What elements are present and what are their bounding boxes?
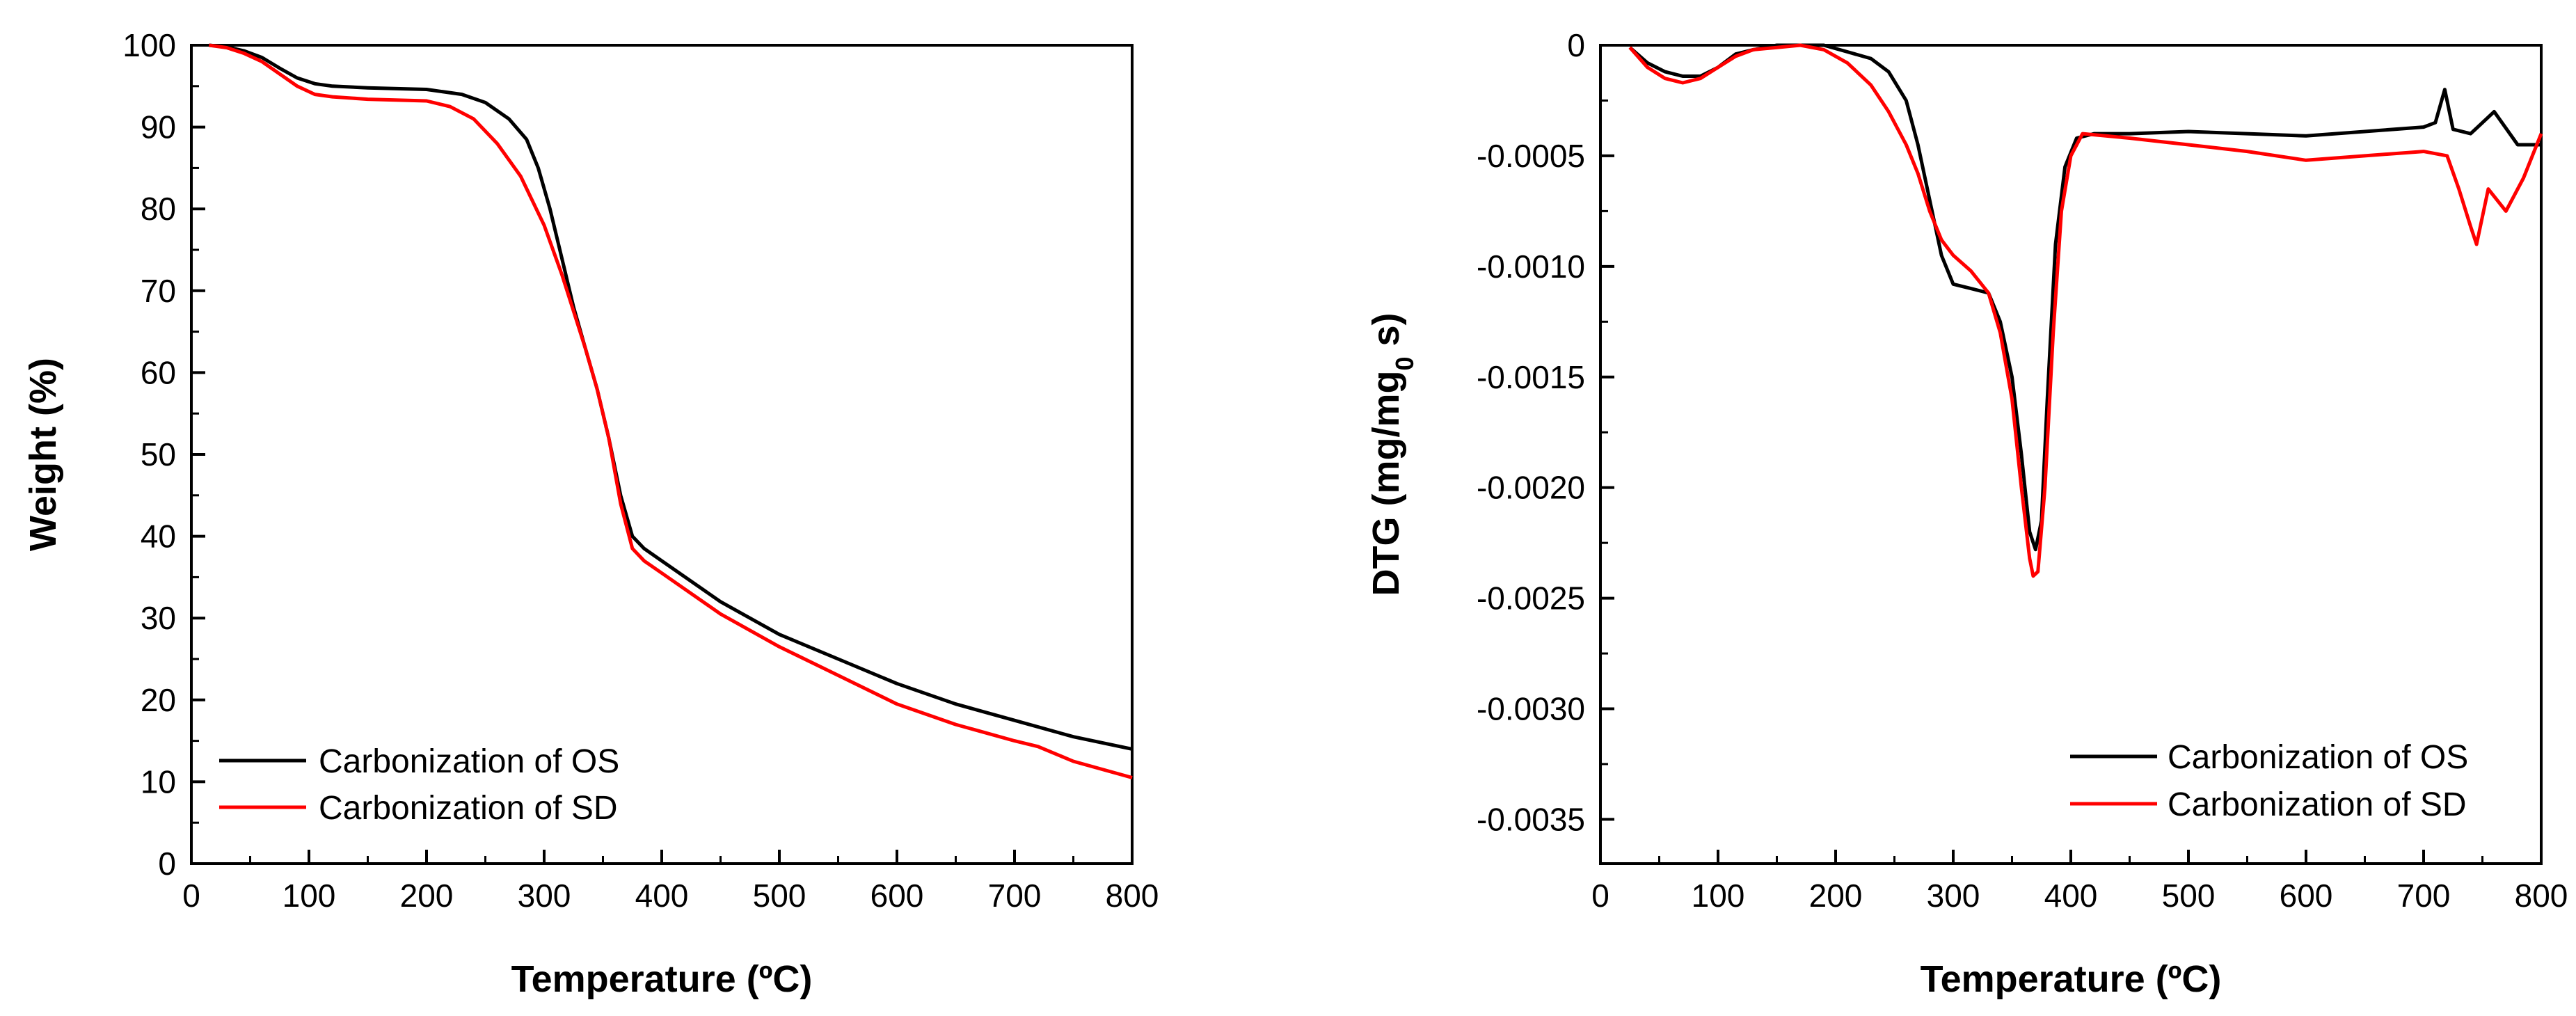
dtg-ticks xyxy=(1599,44,2543,864)
dtg-x-tick-label: 300 xyxy=(1927,878,1980,914)
tga-y-tick-label: 10 xyxy=(141,763,176,800)
dtg-chart: 0 100 200 300 400 500 600 700 800 0 -0.0005 -0.001… xyxy=(1365,27,2568,1000)
dtg-y-axis-title: DTG (mg/mg0 s) xyxy=(1365,312,1419,596)
dtg-x-tick-label: 800 xyxy=(2515,878,2568,914)
tga-legend-label-sd: Carbonization of SD xyxy=(319,790,618,827)
tga-chart: 0 100 200 300 400 500 600 700 800 0 10 20 30 40 50 60 7… xyxy=(22,27,1159,1000)
tga-y-tick-label: 50 xyxy=(141,436,176,473)
dtg-y-tick-label: -0.0015 xyxy=(1477,359,1585,395)
tga-y-tick-labels: 0 10 20 30 40 50 60 70 80 90 100 xyxy=(122,27,176,882)
dtg-legend-label-os: Carbonization of OS xyxy=(2168,739,2468,776)
tga-series xyxy=(209,43,1133,779)
tga-x-tick-label: 700 xyxy=(988,878,1042,914)
tga-legend-label-os: Carbonization of OS xyxy=(319,743,619,780)
tga-y-tick-label: 40 xyxy=(141,518,176,555)
tga-plot-frame xyxy=(190,44,1134,865)
dtg-y-tick-label: -0.0035 xyxy=(1477,801,1585,837)
dtg-y-tick-labels: 0 -0.0005 -0.0010 -0.0015 -0.0020 -0.0025 -0.0… xyxy=(1477,27,1585,837)
tga-x-tick-label: 600 xyxy=(870,878,924,914)
dtg-x-tick-label: 500 xyxy=(2162,878,2216,914)
tga-y-tick-label: 80 xyxy=(141,191,176,227)
dtg-y-tick-label: -0.0005 xyxy=(1477,138,1585,174)
dtg-series-line-sd xyxy=(1628,43,2543,578)
dtg-series xyxy=(1628,43,2543,578)
dtg-series-line-os xyxy=(1628,43,2541,552)
tga-y-tick-label: 70 xyxy=(141,273,176,309)
dtg-y-axis-title-end: s) xyxy=(1365,312,1407,356)
tga-x-tick-label: 300 xyxy=(518,878,571,914)
tga-x-tick-labels: 0 100 200 300 400 500 600 700 800 xyxy=(182,878,1159,914)
dtg-y-tick-label: -0.0020 xyxy=(1477,470,1585,506)
tga-x-tick-label: 500 xyxy=(753,878,806,914)
dtg-y-tick-label: -0.0010 xyxy=(1477,248,1585,285)
dtg-x-tick-label: 100 xyxy=(1692,878,1745,914)
dtg-y-tick-label: 0 xyxy=(1567,27,1585,63)
dtg-x-tick-label: 600 xyxy=(2280,878,2333,914)
dtg-x-tick-label: 700 xyxy=(2397,878,2451,914)
tga-y-axis-title: Weight (%) xyxy=(22,358,64,551)
dtg-y-axis-title-subscript: 0 xyxy=(1390,357,1419,371)
dtg-legend-label-sd: Carbonization of SD xyxy=(2168,786,2467,823)
tga-y-tick-label: 90 xyxy=(141,109,176,145)
tga-y-tick-label: 30 xyxy=(141,600,176,636)
dtg-x-axis-title: Temperature (ºC) xyxy=(1921,958,2222,1000)
dtg-x-tick-label: 400 xyxy=(2044,878,2098,914)
tga-legend: Carbonization of OS Carbonization of SD xyxy=(219,743,619,827)
tga-ticks xyxy=(190,44,1134,865)
tga-x-tick-label: 0 xyxy=(182,878,200,914)
tga-series-line-sd xyxy=(209,43,1133,779)
tga-x-tick-label: 400 xyxy=(635,878,689,914)
tga-x-tick-label: 800 xyxy=(1106,878,1159,914)
tga-series-line-os xyxy=(209,43,1133,751)
tga-x-tick-label: 100 xyxy=(283,878,336,914)
dtg-y-tick-label: -0.0025 xyxy=(1477,580,1585,617)
dtg-y-axis-title-main: DTG (mg/mg xyxy=(1365,371,1407,596)
tga-x-axis-title: Temperature (ºC) xyxy=(511,958,813,1000)
tga-x-tick-label: 200 xyxy=(400,878,454,914)
tga-y-tick-label: 60 xyxy=(141,354,176,390)
dtg-y-tick-label: -0.0030 xyxy=(1477,691,1585,727)
tga-y-tick-label: 20 xyxy=(141,682,176,718)
tga-y-tick-label: 100 xyxy=(122,27,176,63)
tga-y-tick-label: 0 xyxy=(158,846,176,882)
dtg-legend: Carbonization of OS Carbonization of SD xyxy=(2070,739,2468,823)
dtg-x-tick-labels: 0 100 200 300 400 500 600 700 800 xyxy=(1591,878,2568,914)
dtg-x-tick-label: 0 xyxy=(1591,878,1609,914)
dtg-x-tick-label: 200 xyxy=(1809,878,1863,914)
